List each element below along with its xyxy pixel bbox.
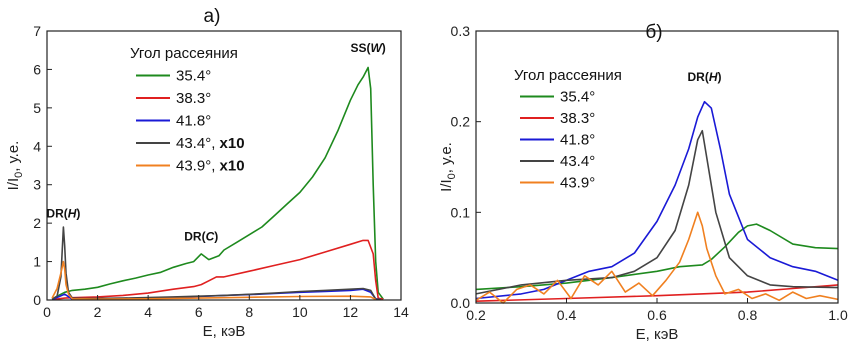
x-tick-label: 0 — [43, 304, 51, 320]
panel-label: б) — [645, 22, 662, 43]
x-axis-title: E, кэВ — [636, 326, 679, 343]
annotation-suffix: ) — [214, 229, 218, 243]
x-tick-label: 8 — [245, 304, 253, 320]
legend-entry-name: 41.8° — [176, 113, 211, 130]
series-line-1 — [51, 66, 384, 300]
legend-entry-name: 41.8° — [560, 132, 595, 149]
x-tick-label: 0.2 — [466, 307, 486, 323]
plot-frame — [46, 30, 402, 301]
y-tick-label: 0.2 — [451, 114, 471, 130]
x-tick-label: 12 — [343, 304, 359, 320]
annotation-prefix: DR( — [688, 70, 709, 84]
legend-entry-label: 38.3° — [560, 110, 595, 127]
annotation-suffix: ) — [382, 41, 386, 55]
annotation-italic: C — [206, 229, 215, 243]
y-tick-label: 7 — [33, 23, 41, 39]
legend-entry-label: 38.3° — [176, 90, 211, 107]
legend: Угол рассеяния 35.4° 38.3° 41.8° 43.4° 43.9° — [514, 67, 622, 192]
legend-entry-label: 41.8° — [560, 132, 595, 149]
x-tick-label: 4 — [144, 304, 152, 320]
series-line-5 — [475, 211, 839, 304]
legend-entry-name: 43.9°, — [176, 158, 215, 175]
annotation-suffix: ) — [76, 206, 80, 220]
series-line-2 — [475, 284, 839, 302]
y-axis-title: I/I0, у.е. — [5, 141, 25, 191]
peak-annotation: SS(W) — [350, 41, 385, 55]
legend-entry-name: 43.4° — [560, 153, 595, 170]
x-tick-label: 1.0 — [828, 307, 848, 323]
y-tick-label: 2 — [33, 215, 41, 231]
panel-label: а) — [204, 6, 221, 27]
x-tick-label: 2 — [94, 304, 102, 320]
series-line-3 — [475, 100, 839, 300]
annotation-prefix: SS( — [350, 41, 370, 55]
legend-title: Угол рассеяния — [514, 67, 622, 84]
legend-entry-label: 43.9° — [560, 175, 595, 192]
y-tick-label: 0.3 — [451, 23, 471, 39]
y-tick-label: 4 — [33, 138, 41, 154]
y-axis-title-suffix: , у.е. — [438, 142, 455, 173]
x-tick-label: 0.4 — [557, 307, 577, 323]
y-tick-label: 0.0 — [451, 295, 471, 311]
legend-entry-scale: x10 — [215, 158, 244, 175]
legend-entry-label: 43.4°, x10 — [176, 135, 245, 152]
legend-entry-label: 35.4° — [176, 68, 211, 85]
x-tick-label: 6 — [195, 304, 203, 320]
legend-entry-label: 35.4° — [560, 89, 595, 106]
series-line-1 — [475, 223, 839, 291]
series-line-2 — [52, 239, 384, 301]
legend-entry-label: 43.4° — [560, 153, 595, 170]
series-line-4 — [475, 129, 839, 295]
legend-entry-name: 35.4° — [560, 89, 595, 106]
y-tick-label: 0.1 — [451, 204, 471, 220]
annotation-italic: H — [68, 206, 77, 220]
y-tick-label: 0 — [33, 292, 41, 308]
chart-panel-2: 0.2 0.4 0.6 0.8 1.0 0.0 0.1 0.2 0.3 E, кэВ I/I0, у… — [438, 22, 848, 343]
legend-entry-label: 43.9°, x10 — [176, 158, 245, 175]
legend-title: Угол рассеяния — [130, 45, 238, 62]
peak-annotation: DR(H) — [688, 70, 722, 84]
x-tick-label: 10 — [292, 304, 308, 320]
x-tick-label: 0.6 — [647, 307, 667, 323]
y-tick-label: 3 — [33, 177, 41, 193]
y-axis-title-main: I/I — [5, 178, 22, 191]
y-axis-title-main: I/I — [438, 179, 455, 192]
y-tick-label: 6 — [33, 61, 41, 77]
peak-annotation: DR(C) — [184, 229, 218, 243]
annotation-italic: H — [709, 70, 718, 84]
series-line-5 — [51, 260, 377, 301]
peak-annotation: DR(H) — [46, 206, 80, 220]
y-axis-title: I/I0, у.е. — [438, 142, 458, 192]
y-axis-title-suffix: , у.е. — [5, 141, 22, 172]
x-tick-label: 14 — [393, 304, 409, 320]
legend-entry-name: 38.3° — [176, 90, 211, 107]
y-tick-label: 1 — [33, 254, 41, 270]
y-axis-title-subscript: 0 — [13, 172, 25, 178]
legend-entry-scale: x10 — [215, 135, 244, 152]
annotation-prefix: DR( — [184, 229, 205, 243]
annotation-suffix: ) — [718, 70, 722, 84]
legend-entry-name: 38.3° — [560, 110, 595, 127]
x-tick-label: 0.8 — [738, 307, 758, 323]
legend-entry-name: 43.9° — [560, 175, 595, 192]
annotation-italic: W — [370, 41, 383, 55]
annotation-prefix: DR( — [46, 206, 67, 220]
y-tick-label: 5 — [33, 100, 41, 116]
legend-entry-name: 43.4°, — [176, 135, 215, 152]
legend-entry-label: 41.8° — [176, 113, 211, 130]
y-axis-title-subscript: 0 — [446, 173, 458, 179]
legend-entry-name: 35.4° — [176, 68, 211, 85]
x-axis-title: E, кэВ — [203, 323, 246, 340]
